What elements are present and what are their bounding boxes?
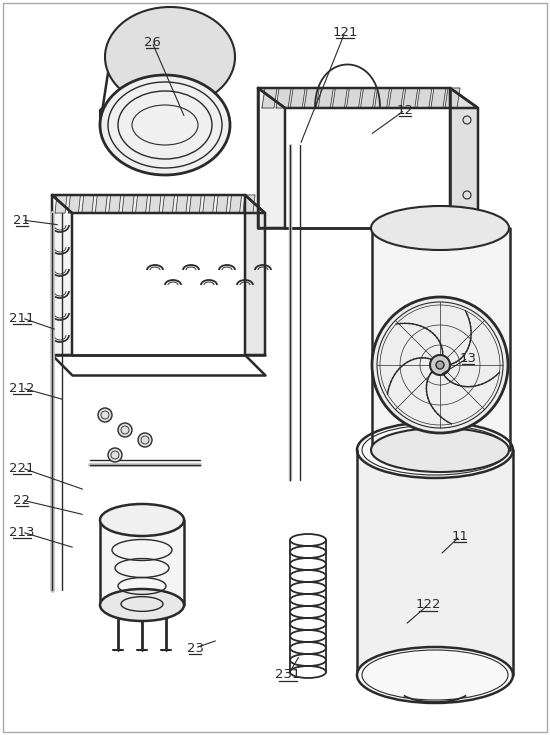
Text: 11: 11 [452,529,469,542]
Polygon shape [95,195,107,213]
Ellipse shape [357,422,513,478]
Polygon shape [52,195,72,355]
Ellipse shape [371,206,509,250]
Polygon shape [243,195,255,213]
Polygon shape [262,88,277,108]
Text: 21: 21 [14,213,30,226]
Polygon shape [109,195,120,213]
Polygon shape [149,195,161,213]
Text: 212: 212 [9,381,35,395]
Polygon shape [189,195,201,213]
Ellipse shape [100,75,230,175]
Ellipse shape [108,448,122,462]
Text: 22: 22 [14,493,30,506]
Polygon shape [318,88,333,108]
Ellipse shape [357,647,513,703]
Polygon shape [216,195,228,213]
Polygon shape [68,195,80,213]
Text: 121: 121 [332,26,358,38]
Polygon shape [445,88,460,108]
Polygon shape [82,195,94,213]
Polygon shape [203,195,214,213]
Polygon shape [258,88,285,228]
Polygon shape [229,195,241,213]
Text: 23: 23 [186,642,204,654]
Polygon shape [176,195,188,213]
Ellipse shape [100,504,184,536]
Polygon shape [361,88,376,108]
Text: 213: 213 [9,526,35,539]
Polygon shape [332,88,348,108]
Ellipse shape [430,355,450,375]
Text: 211: 211 [9,312,35,324]
Ellipse shape [138,433,152,447]
Polygon shape [290,88,305,108]
Ellipse shape [372,297,508,433]
Ellipse shape [436,361,444,369]
Text: 221: 221 [9,462,35,475]
Polygon shape [100,50,170,125]
Ellipse shape [105,7,235,107]
Polygon shape [304,88,319,108]
Polygon shape [135,195,147,213]
Polygon shape [100,520,184,605]
Polygon shape [450,88,478,228]
Polygon shape [372,228,510,450]
Ellipse shape [100,589,184,621]
Polygon shape [389,88,404,108]
Polygon shape [357,450,513,675]
Text: 122: 122 [415,598,441,612]
Polygon shape [403,88,418,108]
Ellipse shape [98,408,112,422]
Text: 26: 26 [144,35,161,49]
Polygon shape [258,88,478,108]
Polygon shape [52,195,265,213]
Polygon shape [122,195,134,213]
Polygon shape [245,195,265,355]
Polygon shape [162,195,174,213]
Ellipse shape [118,423,132,437]
Text: 12: 12 [397,104,414,117]
Polygon shape [276,88,291,108]
Text: 13: 13 [459,351,476,365]
Ellipse shape [371,428,509,472]
Polygon shape [55,195,67,213]
Text: 231: 231 [275,669,301,681]
Polygon shape [417,88,432,108]
Polygon shape [375,88,389,108]
Polygon shape [431,88,446,108]
Polygon shape [346,88,361,108]
